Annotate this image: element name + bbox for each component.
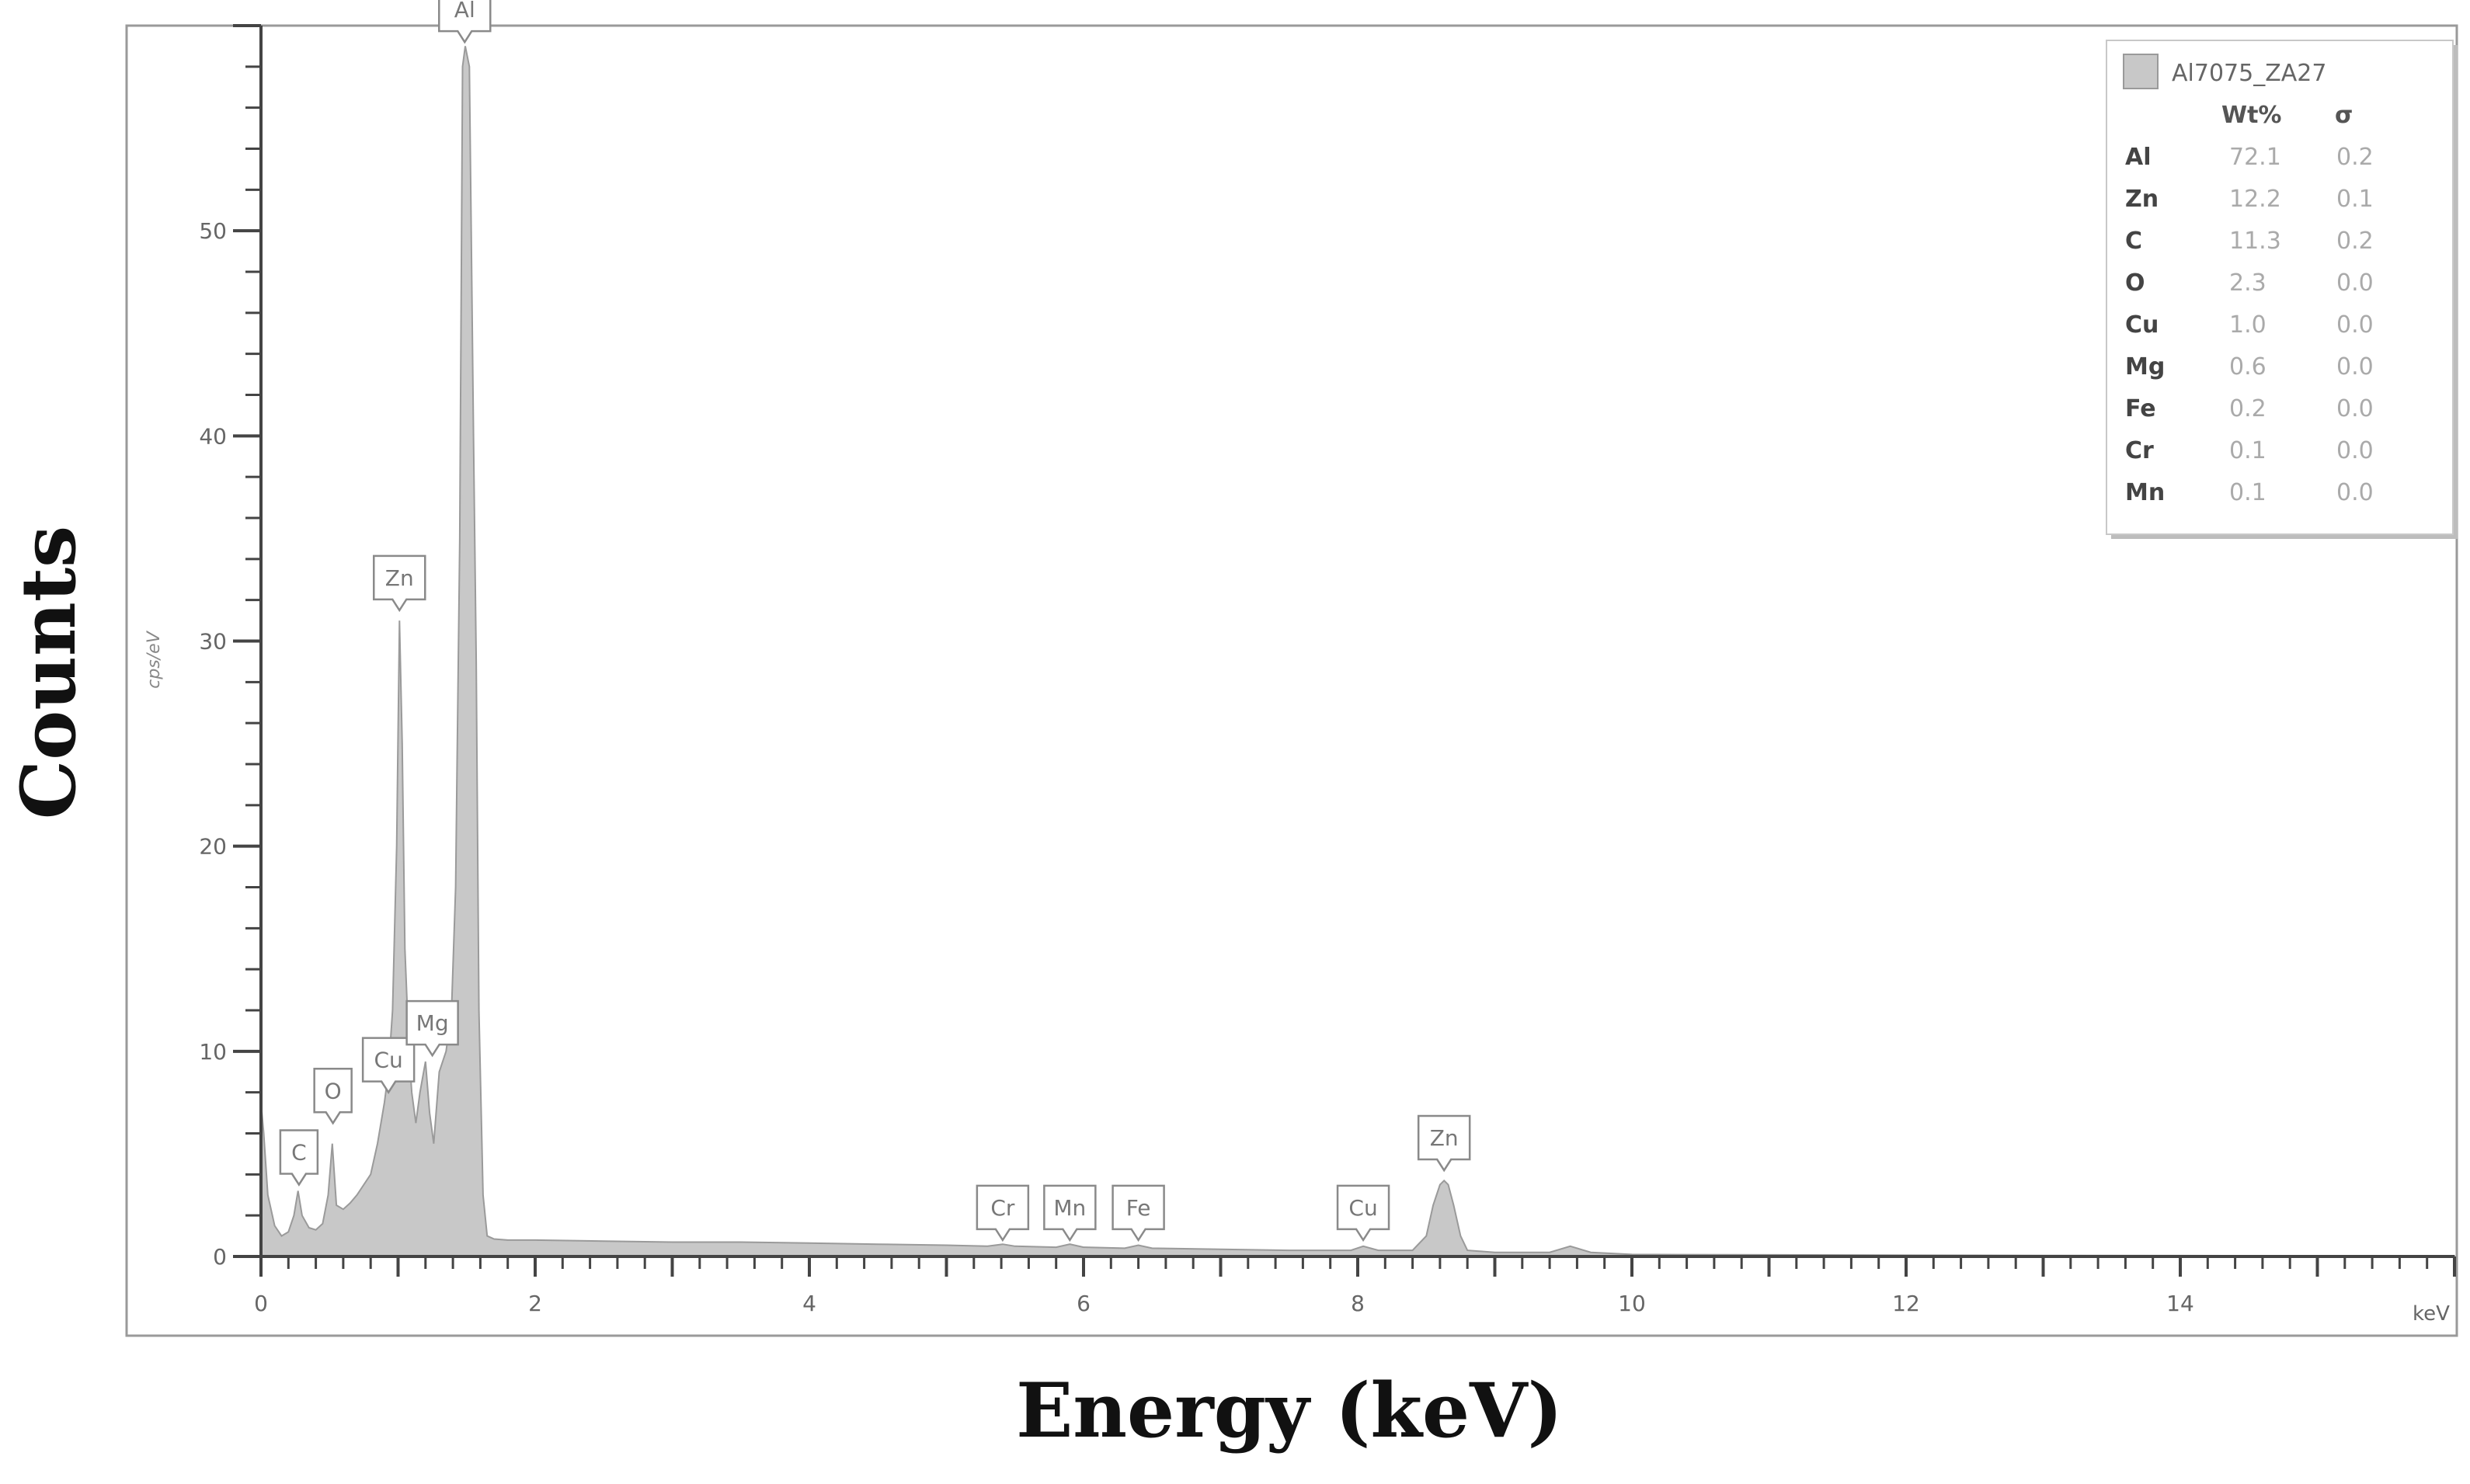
- legend-element: Mg: [2125, 353, 2165, 381]
- peak-label-text: Fe: [1126, 1195, 1151, 1221]
- legend-row: Al 72.1 0.2: [2125, 144, 2374, 171]
- peak-label-text: O: [325, 1078, 342, 1103]
- peak-label-text: Zn: [1430, 1125, 1459, 1151]
- peak-label: Al: [438, 0, 492, 44]
- peak-label: Cr: [976, 1184, 1030, 1242]
- peak-label-text: Mg: [416, 1010, 449, 1036]
- legend-wt-value: 0.2: [2229, 395, 2266, 422]
- peak-label-box: [1112, 1184, 1165, 1242]
- spectrum-area: [260, 46, 2455, 1257]
- peak-label-box: [976, 1184, 1030, 1242]
- y-tick-label: 10: [199, 1039, 227, 1065]
- y-tick-label: 20: [199, 834, 227, 860]
- legend-row: C 11.3 0.2: [2125, 228, 2374, 255]
- x-tick-label: 0: [254, 1291, 268, 1316]
- peak-label: Zn: [1417, 1114, 1471, 1173]
- legend-element: C: [2125, 228, 2142, 255]
- x-tick-label: 12: [1892, 1291, 1920, 1316]
- legend-sigma-value: 0.0: [2336, 395, 2374, 422]
- peak-labels-layer: C O Cu Mg Zn Al Cr Mn Fe Cu Zn: [279, 0, 1471, 1242]
- peak-label-box: [373, 554, 426, 613]
- legend-row: Cr 0.1 0.0: [2125, 437, 2374, 464]
- plot-frame: [125, 24, 2458, 1337]
- legend-title: Al7075_ZA27: [2172, 60, 2326, 87]
- x-tick-label: 10: [1618, 1291, 1646, 1316]
- peak-label-text: Cr: [990, 1195, 1015, 1221]
- legend-sigma-value: 0.0: [2336, 311, 2374, 339]
- legend-row: Mg 0.6 0.0: [2125, 353, 2374, 381]
- legend-wt-value: 0.1: [2229, 437, 2266, 464]
- peak-label-text: Mn: [1053, 1195, 1086, 1221]
- peak-label: Cu: [1336, 1184, 1390, 1242]
- peak-label-text: Al: [454, 0, 475, 23]
- peak-label: Mg: [405, 999, 459, 1058]
- legend-sigma-value: 0.1: [2336, 186, 2374, 213]
- legend-header-sigma: σ: [2335, 102, 2353, 129]
- legend-wt-value: 12.2: [2229, 186, 2281, 213]
- peak-label: Zn: [373, 554, 426, 613]
- legend-sigma-value: 0.2: [2336, 228, 2374, 255]
- legend-sigma-value: 0.0: [2336, 479, 2374, 506]
- y-tick-label: 50: [199, 218, 227, 244]
- legend-element: Cu: [2125, 311, 2159, 339]
- spectrum-layer: [260, 46, 2455, 1257]
- legend-row: Mn 0.1 0.0: [2125, 479, 2374, 506]
- legend-wt-value: 1.0: [2229, 311, 2266, 339]
- legend-wt-value: 11.3: [2229, 228, 2281, 255]
- legend-wt-value: 0.6: [2229, 353, 2266, 381]
- peak-label-text: Zn: [385, 565, 414, 591]
- legend-wt-value: 72.1: [2229, 144, 2281, 171]
- y-tick-label: 40: [199, 423, 227, 449]
- peak-label-box: [313, 1068, 353, 1125]
- legend-wt-value: 0.1: [2229, 479, 2266, 506]
- legend-sigma-value: 0.0: [2336, 269, 2374, 297]
- legend-element: Zn: [2125, 186, 2159, 213]
- peak-label: Fe: [1112, 1184, 1165, 1242]
- x-axis-unit-label: keV: [2413, 1302, 2450, 1326]
- peak-label-box: [279, 1129, 319, 1187]
- peak-label: Cu: [361, 1037, 416, 1094]
- y-tick-label: 0: [213, 1244, 227, 1270]
- peak-label: C: [279, 1129, 319, 1187]
- legend-sigma-value: 0.0: [2336, 353, 2374, 381]
- peak-label-text: Cu: [1348, 1195, 1377, 1221]
- peak-label-box: [1336, 1184, 1390, 1242]
- x-tick-label: 2: [528, 1291, 542, 1316]
- peak-label-box: [405, 999, 459, 1058]
- legend-row: Zn 12.2 0.1: [2125, 186, 2374, 213]
- legend-panel: Al7075_ZA27 Wt% σ Al 72.1 0.2 Zn 12.2 0.1 C 11.3 0.…: [2106, 40, 2458, 539]
- legend-wt-value: 2.3: [2229, 269, 2266, 297]
- peak-label: O: [313, 1068, 353, 1125]
- peak-label-box: [1417, 1114, 1471, 1173]
- x-axis-title: Energy (keV): [1016, 1367, 1563, 1454]
- y-axis-title: Counts: [5, 526, 92, 819]
- legend-header-wt: Wt%: [2221, 102, 2282, 129]
- peak-label-text: Cu: [374, 1048, 402, 1073]
- legend-element: Fe: [2125, 395, 2156, 422]
- x-tick-label: 4: [802, 1291, 816, 1316]
- legend-row: Fe 0.2 0.0: [2125, 395, 2374, 422]
- legend-swatch: [2123, 54, 2159, 89]
- legend-element: Al: [2125, 144, 2152, 171]
- peak-label: Mn: [1043, 1184, 1097, 1242]
- y-tick-label: 30: [199, 629, 227, 655]
- legend-row: Cu 1.0 0.0: [2125, 311, 2374, 339]
- y-axis-unit-label: cps/eV: [144, 630, 164, 688]
- legend-element: O: [2125, 269, 2145, 297]
- peak-label-text: C: [291, 1140, 307, 1166]
- x-tick-label: 8: [1351, 1291, 1365, 1316]
- peak-label-box: [1043, 1184, 1097, 1242]
- legend-box: [2106, 40, 2454, 535]
- legend-element: Mn: [2125, 479, 2165, 506]
- legend-element: Cr: [2125, 437, 2154, 464]
- x-tick-label: 14: [2166, 1291, 2194, 1316]
- x-tick-label: 6: [1077, 1291, 1091, 1316]
- peak-label-box: [438, 0, 492, 44]
- legend-sigma-value: 0.2: [2336, 144, 2374, 171]
- axes-layer: 0 2 4 6 8 10 12 14 0 10 20 30 40 50: [199, 24, 2456, 1316]
- legend-sigma-value: 0.0: [2336, 437, 2374, 464]
- legend-row: O 2.3 0.0: [2125, 269, 2374, 297]
